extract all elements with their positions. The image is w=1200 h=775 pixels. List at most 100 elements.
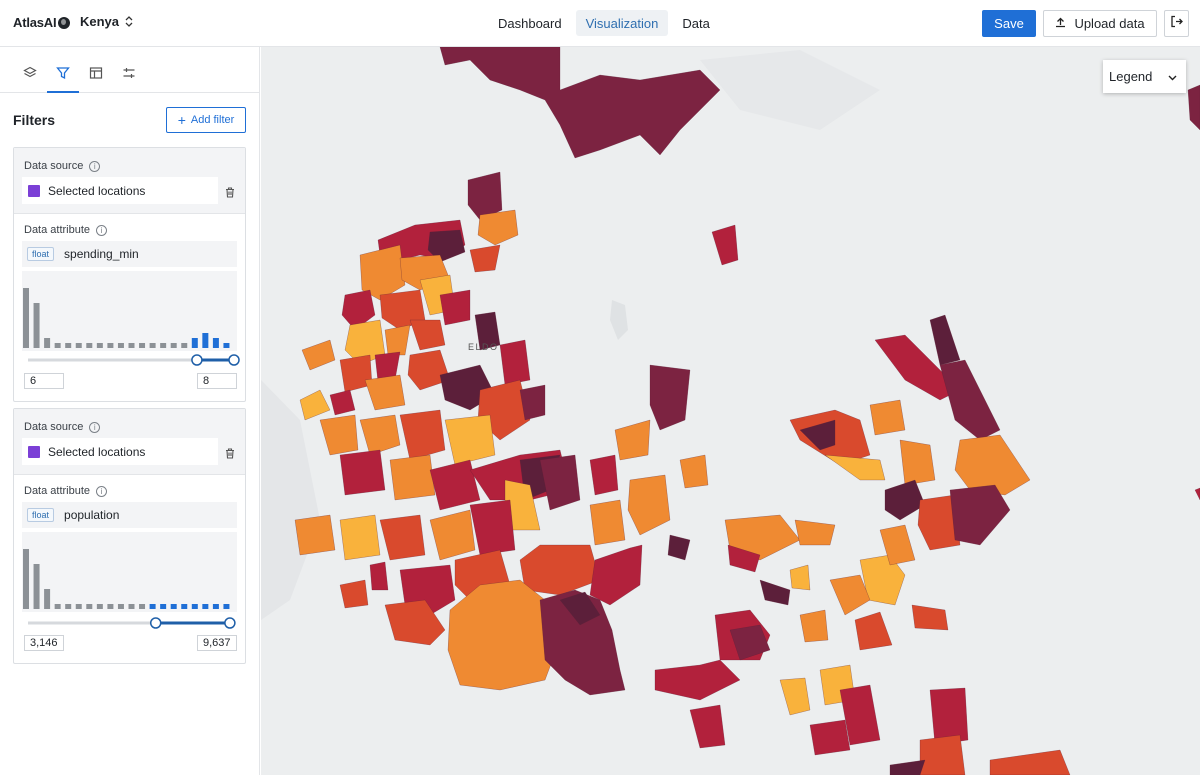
slider-max-handle[interactable] xyxy=(224,617,236,629)
region[interactable] xyxy=(399,409,446,461)
region[interactable] xyxy=(879,524,916,566)
region[interactable] xyxy=(299,389,331,421)
map-view[interactable]: ELDO xyxy=(261,47,1200,775)
region[interactable] xyxy=(779,677,811,716)
region[interactable] xyxy=(989,749,1071,775)
region[interactable] xyxy=(469,499,516,556)
region[interactable] xyxy=(339,514,381,561)
app-logo[interactable]: AtlasAI xyxy=(13,15,71,30)
region[interactable] xyxy=(429,509,476,561)
region[interactable] xyxy=(667,534,691,561)
region[interactable] xyxy=(799,609,829,643)
region[interactable] xyxy=(889,759,926,775)
range-min-input[interactable]: 6 xyxy=(24,373,64,389)
region[interactable] xyxy=(589,544,643,606)
slider-min-handle[interactable] xyxy=(149,617,162,629)
region[interactable] xyxy=(794,519,836,546)
region[interactable] xyxy=(439,47,721,159)
region[interactable] xyxy=(649,364,691,431)
region[interactable] xyxy=(759,579,791,606)
region[interactable] xyxy=(559,591,601,626)
region[interactable] xyxy=(711,224,739,266)
trash-icon[interactable] xyxy=(225,185,235,203)
region[interactable] xyxy=(469,244,501,273)
upload-data-button[interactable]: Upload data xyxy=(1043,10,1157,37)
trash-icon[interactable] xyxy=(225,446,235,464)
region[interactable] xyxy=(854,611,893,651)
region[interactable] xyxy=(339,449,386,496)
region[interactable] xyxy=(911,604,949,631)
region[interactable] xyxy=(919,734,966,775)
layers-tab[interactable] xyxy=(14,58,46,93)
region[interactable] xyxy=(627,474,671,536)
data-attribute-select[interactable]: float spending_min xyxy=(22,241,237,267)
region[interactable] xyxy=(589,454,619,496)
info-icon[interactable]: i xyxy=(89,421,101,433)
region[interactable] xyxy=(884,479,926,521)
region[interactable] xyxy=(379,514,426,561)
region[interactable] xyxy=(929,314,961,366)
range-slider[interactable] xyxy=(22,615,242,631)
region[interactable] xyxy=(444,414,496,466)
region[interactable] xyxy=(364,374,406,411)
region[interactable] xyxy=(301,339,336,371)
tab-data[interactable]: Data xyxy=(682,15,710,31)
info-icon[interactable]: i xyxy=(96,224,108,236)
region[interactable] xyxy=(339,579,369,609)
region[interactable] xyxy=(319,414,359,456)
region[interactable] xyxy=(727,544,761,573)
region[interactable] xyxy=(809,719,851,756)
region[interactable] xyxy=(499,339,531,386)
region[interactable] xyxy=(929,687,969,746)
region[interactable] xyxy=(384,599,446,646)
region[interactable] xyxy=(614,419,651,461)
region[interactable] xyxy=(954,434,1031,496)
choropleth-map[interactable]: ELDO xyxy=(261,47,1200,775)
region[interactable] xyxy=(539,589,626,696)
region[interactable] xyxy=(359,244,406,301)
region[interactable] xyxy=(384,324,411,356)
region[interactable] xyxy=(439,289,471,326)
legend-toggle[interactable]: Legend xyxy=(1103,60,1186,93)
region[interactable] xyxy=(917,494,961,551)
tab-dashboard[interactable]: Dashboard xyxy=(498,15,562,31)
region[interactable] xyxy=(389,454,436,501)
settings-tab[interactable] xyxy=(113,58,145,93)
region[interactable] xyxy=(1187,84,1200,131)
region[interactable] xyxy=(799,419,836,451)
slider-min-handle[interactable] xyxy=(191,354,203,366)
region[interactable] xyxy=(789,564,811,591)
region[interactable] xyxy=(429,459,481,511)
region[interactable] xyxy=(344,319,386,366)
region[interactable] xyxy=(869,399,906,436)
data-source-select[interactable]: Selected locations xyxy=(22,177,218,204)
table-tab[interactable] xyxy=(80,58,112,93)
region[interactable] xyxy=(427,229,466,263)
region[interactable] xyxy=(359,414,401,456)
data-attribute-select[interactable]: float population xyxy=(22,502,237,528)
region[interactable] xyxy=(689,704,726,749)
range-max-input[interactable]: 8 xyxy=(197,373,237,389)
region[interactable] xyxy=(899,439,936,486)
save-button[interactable]: Save xyxy=(982,10,1036,37)
region[interactable] xyxy=(409,319,446,351)
region[interactable] xyxy=(369,561,389,591)
region[interactable] xyxy=(824,454,886,481)
region[interactable] xyxy=(539,454,581,511)
region[interactable] xyxy=(839,684,881,746)
region[interactable] xyxy=(477,209,519,246)
region[interactable] xyxy=(949,484,1011,546)
logout-button[interactable] xyxy=(1164,10,1189,37)
tab-visualization[interactable]: Visualization xyxy=(575,10,669,36)
region[interactable] xyxy=(729,624,771,661)
region[interactable] xyxy=(939,359,1001,441)
info-icon[interactable]: i xyxy=(96,485,108,497)
info-icon[interactable]: i xyxy=(89,160,101,172)
region[interactable] xyxy=(654,659,741,701)
country-selector[interactable]: Kenya xyxy=(80,14,133,29)
region[interactable] xyxy=(1194,487,1200,501)
range-slider[interactable] xyxy=(22,352,242,368)
filter-tab[interactable] xyxy=(47,58,79,93)
region[interactable] xyxy=(679,454,709,489)
add-filter-button[interactable]: + Add filter xyxy=(166,107,246,133)
